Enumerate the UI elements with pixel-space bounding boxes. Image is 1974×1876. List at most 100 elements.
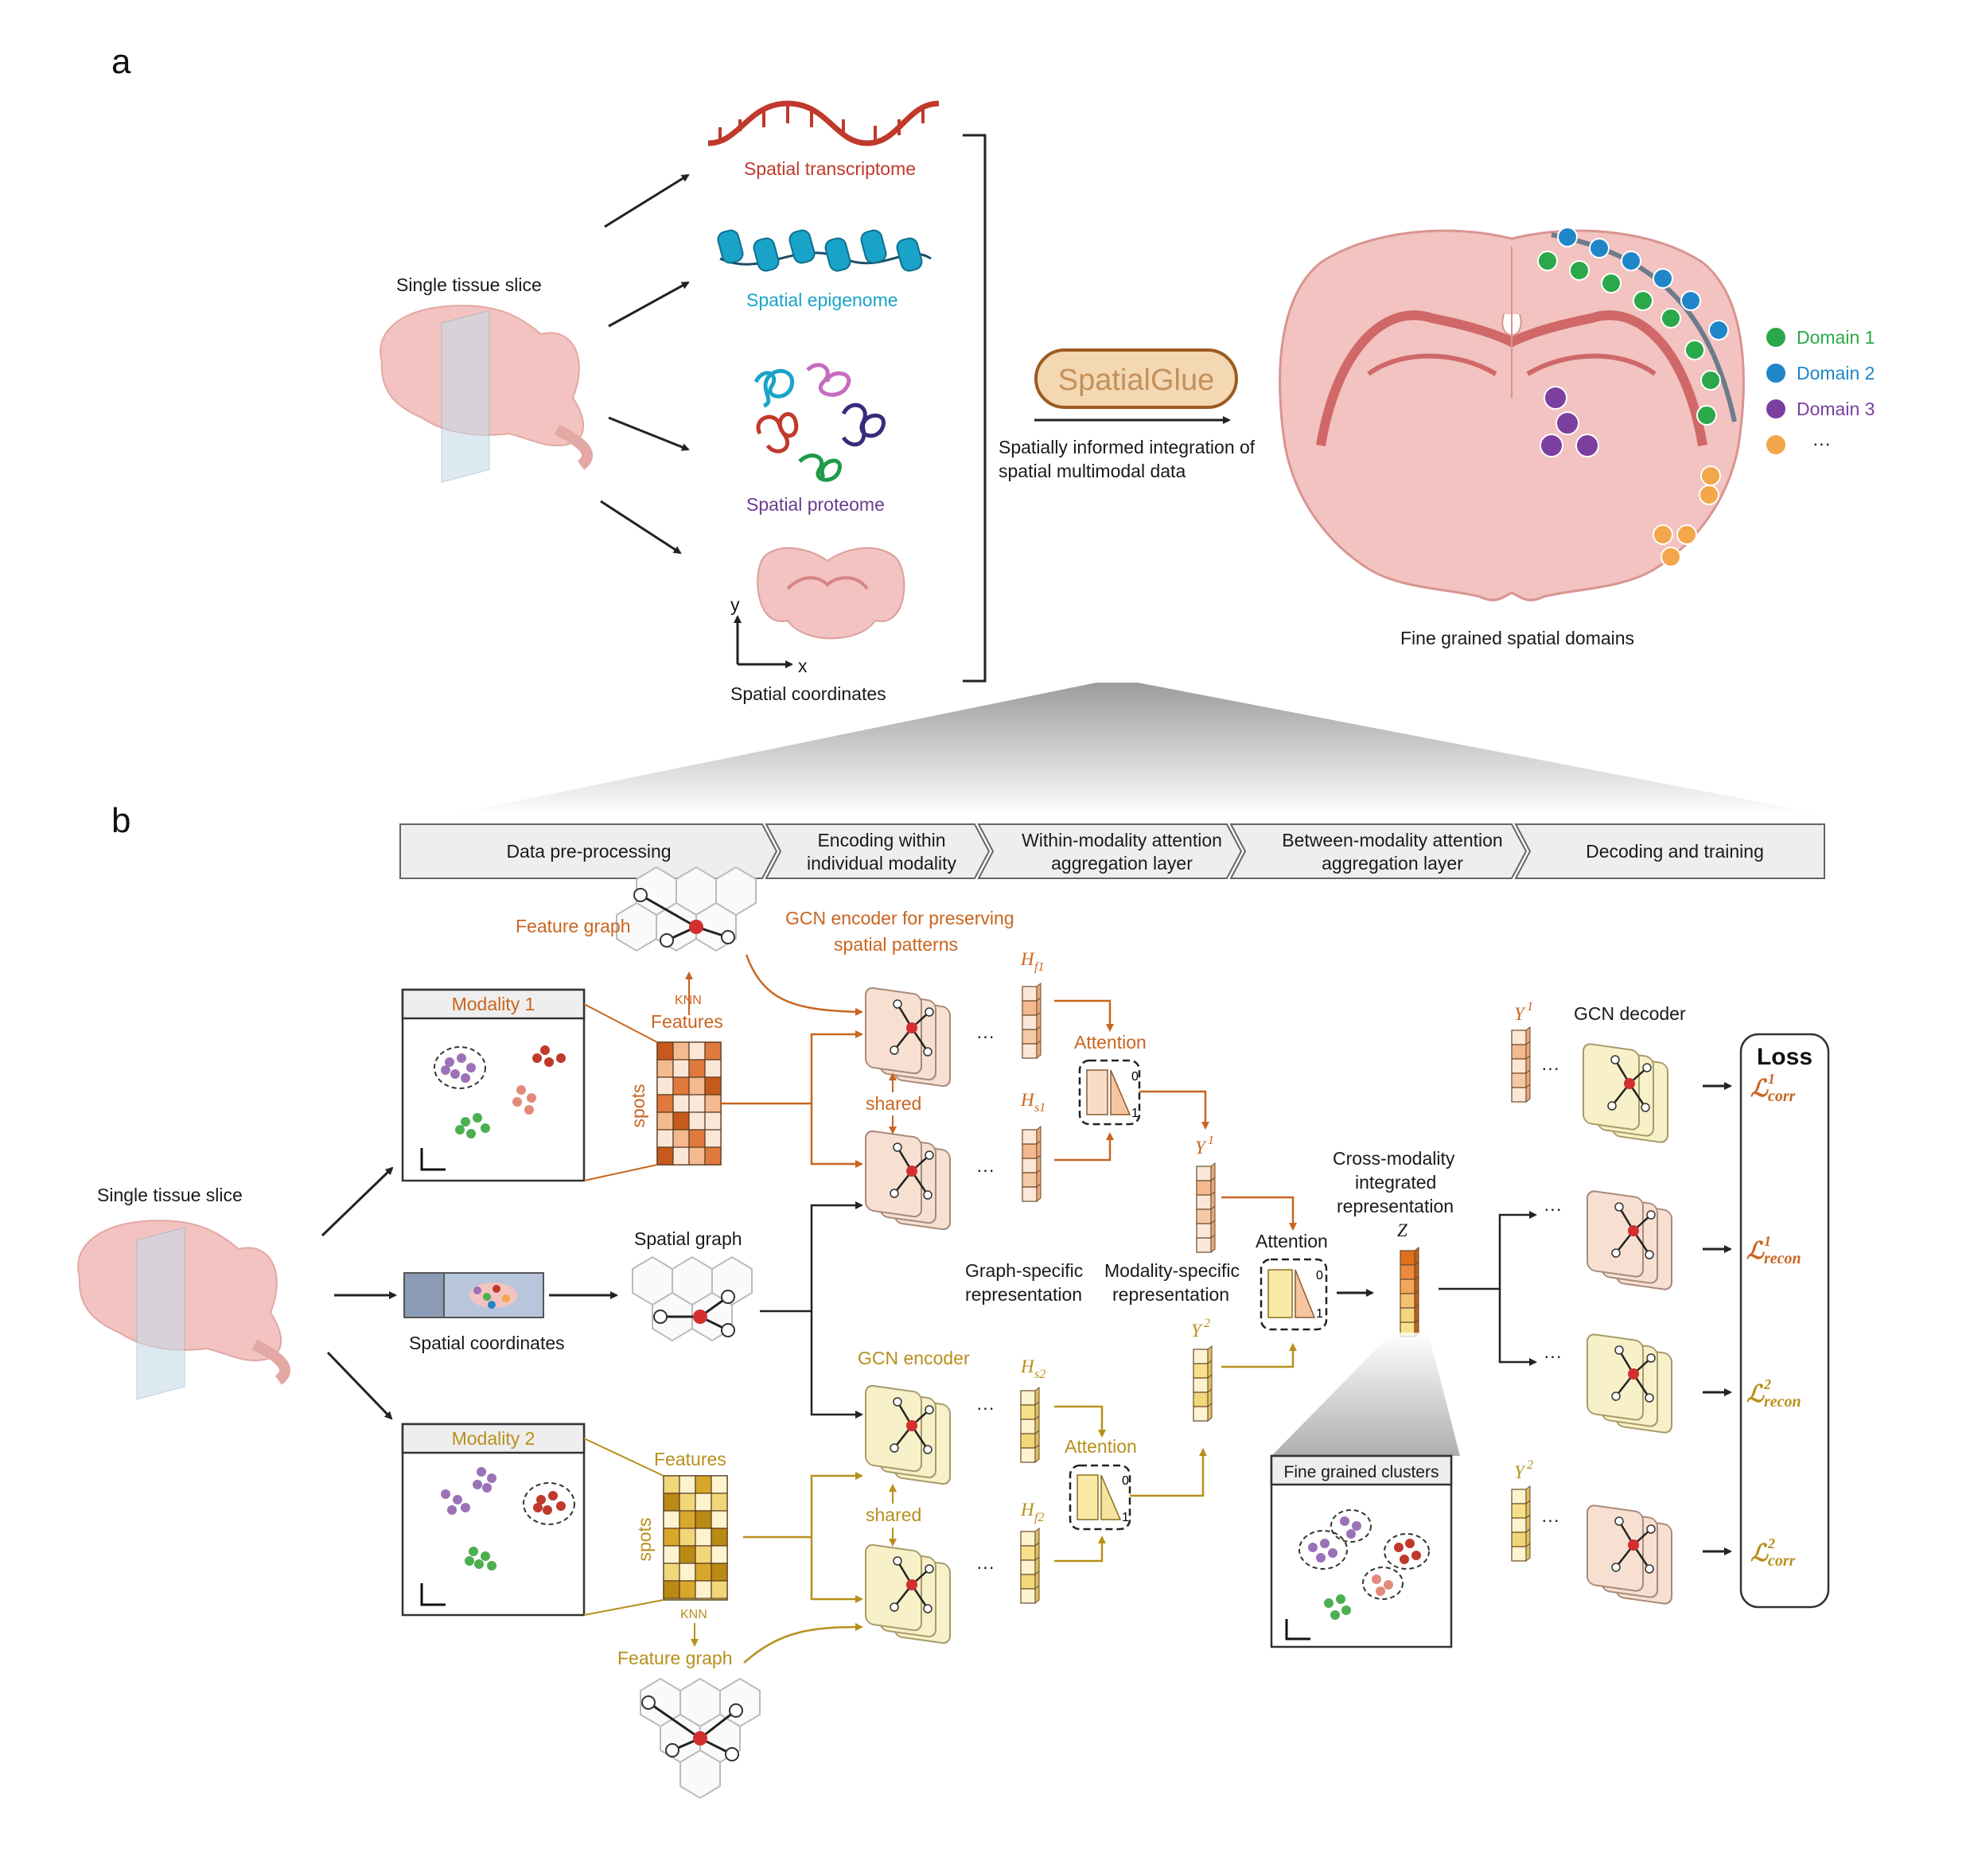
spatial-to-encoder-s1 bbox=[760, 1201, 863, 1313]
legend-swatch-domain2 bbox=[1766, 364, 1785, 383]
tissue-slice-illustration-a bbox=[380, 305, 593, 483]
attention-module-3 bbox=[1260, 1258, 1328, 1331]
spatialglue-badge bbox=[1034, 348, 1238, 409]
h-f2-label: H bbox=[1020, 1500, 1035, 1520]
ellipsis-enc-f2: ··· bbox=[976, 1556, 995, 1577]
h-s1-label: H bbox=[1020, 1090, 1035, 1110]
legend-swatch-domain3 bbox=[1766, 399, 1785, 418]
domain-dots bbox=[1537, 227, 1729, 567]
attention-label-2: Attention bbox=[1065, 1436, 1137, 1457]
encoder-stacks bbox=[865, 987, 1672, 1644]
coronal-brain-small-icon bbox=[757, 547, 905, 640]
legend-swatch-domain1 bbox=[1766, 328, 1785, 347]
panel-label-b: b bbox=[111, 801, 130, 840]
domain-legend: Domain 1 Domain 2 Domain 3 ··· bbox=[1766, 327, 1875, 454]
modality2-matrix-cells bbox=[663, 1475, 728, 1599]
step-box-5 bbox=[1514, 823, 1825, 879]
feature-graph-label-2: Feature graph bbox=[617, 1648, 732, 1668]
modality1-spots-label: spots bbox=[628, 1084, 648, 1128]
loss-corr1-sub: corr bbox=[1768, 1088, 1796, 1105]
loss-box bbox=[1739, 1033, 1830, 1609]
y2-to-attention3 bbox=[1221, 1343, 1297, 1368]
hf1-to-attention bbox=[1054, 999, 1114, 1032]
modality1-features-label: Features bbox=[651, 1011, 723, 1032]
h-f1-sub: f1 bbox=[1034, 960, 1044, 974]
rna-wave-icon bbox=[707, 100, 940, 146]
feature-graph-1-edges bbox=[633, 888, 735, 948]
legend-label-more: ··· bbox=[1812, 433, 1831, 453]
dec-y2-sup: 2 bbox=[1527, 1458, 1533, 1472]
feature-graph-label-1: Feature graph bbox=[516, 916, 630, 936]
dec-y1-sup: 1 bbox=[1527, 1000, 1533, 1014]
m1-to-encoder-f1 bbox=[721, 1030, 863, 1105]
ellipsis-dec-4: ··· bbox=[1541, 1509, 1559, 1530]
label-spatial-proteome: Spatial proteome bbox=[746, 494, 885, 515]
attention-label-1: Attention bbox=[1074, 1032, 1147, 1053]
step-label-3b: aggregation layer bbox=[1051, 853, 1193, 874]
legend-label-domain1: Domain 1 bbox=[1797, 327, 1875, 348]
spatial-graph bbox=[632, 1255, 753, 1342]
z-to-decoder-recon2 bbox=[1498, 1289, 1537, 1366]
arrow-to-transcriptome bbox=[604, 173, 690, 228]
loss-title: Loss bbox=[1757, 1044, 1812, 1070]
spatial-coordinates-slide bbox=[403, 1272, 544, 1318]
loss-terms: ℒ 1 corr ℒ 1 recon ℒ 2 recon ℒ 2 corr bbox=[1746, 1071, 1801, 1570]
ellipsis-enc-s2: ··· bbox=[976, 1397, 995, 1418]
label-spatial-epigenome: Spatial epigenome bbox=[746, 290, 898, 310]
cross-modality-line3: representation bbox=[1337, 1196, 1454, 1216]
step-label-1: Data pre-processing bbox=[506, 841, 671, 862]
modality1-link-top bbox=[583, 1003, 658, 1043]
step-label-3a: Within-modality attention bbox=[1022, 830, 1222, 850]
ellipsis-dec-3: ··· bbox=[1544, 1345, 1562, 1366]
attention1-to-y1 bbox=[1139, 1090, 1209, 1130]
feature-graph-1 bbox=[616, 866, 757, 952]
gcn-encoder-top-line1: GCN encoder for preserving bbox=[785, 908, 1014, 928]
tissue-slice-label-b: Single tissue slice bbox=[97, 1185, 243, 1205]
shared-label-2: shared bbox=[866, 1504, 921, 1525]
dec-y1-label: Y bbox=[1514, 1004, 1526, 1024]
ellipsis-dec-1: ··· bbox=[1541, 1057, 1559, 1078]
tissue-slice-illustration-b bbox=[77, 1220, 290, 1400]
att2-one: 1 bbox=[1122, 1511, 1129, 1524]
loss-recon2-sup: 2 bbox=[1763, 1376, 1771, 1392]
y1-sup: 1 bbox=[1208, 1134, 1214, 1147]
arrow-to-coordinates bbox=[600, 500, 682, 555]
step-box-2 bbox=[765, 823, 991, 879]
attention2-to-y2 bbox=[1130, 1448, 1207, 1497]
att2-zero: 0 bbox=[1122, 1474, 1129, 1488]
ellipsis-enc-f1: ··· bbox=[976, 1026, 995, 1046]
loss-corr2-sub: corr bbox=[1768, 1552, 1796, 1570]
arrow-to-epigenome bbox=[608, 281, 690, 328]
modality1-panel bbox=[401, 988, 586, 1182]
modality2-link-bottom bbox=[583, 1599, 664, 1616]
spatial-coordinates-label-b: Spatial coordinates bbox=[409, 1333, 565, 1353]
y1-label: Y bbox=[1195, 1138, 1207, 1158]
z-label: Z bbox=[1397, 1220, 1407, 1240]
spatial-to-encoder-s2 bbox=[810, 1311, 863, 1419]
legend-label-domain3: Domain 3 bbox=[1797, 399, 1875, 419]
h-s2-sub: s2 bbox=[1034, 1368, 1045, 1381]
y1-to-attention3 bbox=[1221, 1196, 1297, 1231]
step-label-2b: individual modality bbox=[807, 853, 956, 874]
output-label-fine-domains: Fine grained spatial domains bbox=[1400, 628, 1634, 648]
knn-label-2: KNN bbox=[680, 1608, 707, 1621]
step-label-4b: aggregation layer bbox=[1322, 853, 1463, 874]
gcn-encoder-top-line2: spatial patterns bbox=[834, 934, 958, 955]
z-to-decoder-recon1 bbox=[1439, 1211, 1537, 1290]
coronal-brain-domains-illustration bbox=[1279, 229, 1745, 601]
modality2-title: Modality 2 bbox=[452, 1428, 535, 1449]
arrow-to-proteome bbox=[608, 416, 690, 451]
loss-recon1-sub: recon bbox=[1764, 1250, 1801, 1267]
spatialglue-name: SpatialGlue bbox=[1058, 364, 1214, 397]
axis-y-label: y bbox=[730, 594, 740, 615]
h-f1-label: H bbox=[1020, 949, 1035, 969]
knn-label-1: KNN bbox=[675, 994, 702, 1007]
graph-specific-line1: Graph-specific bbox=[965, 1260, 1083, 1281]
protein-icon bbox=[753, 363, 886, 482]
step-box-4 bbox=[1229, 823, 1528, 879]
dec-y2-label: Y bbox=[1514, 1462, 1526, 1482]
modality-specific-line2: representation bbox=[1112, 1284, 1229, 1305]
graph-specific-line2: representation bbox=[965, 1284, 1082, 1305]
att1-one: 1 bbox=[1131, 1107, 1139, 1120]
modality2-panel bbox=[401, 1423, 586, 1617]
